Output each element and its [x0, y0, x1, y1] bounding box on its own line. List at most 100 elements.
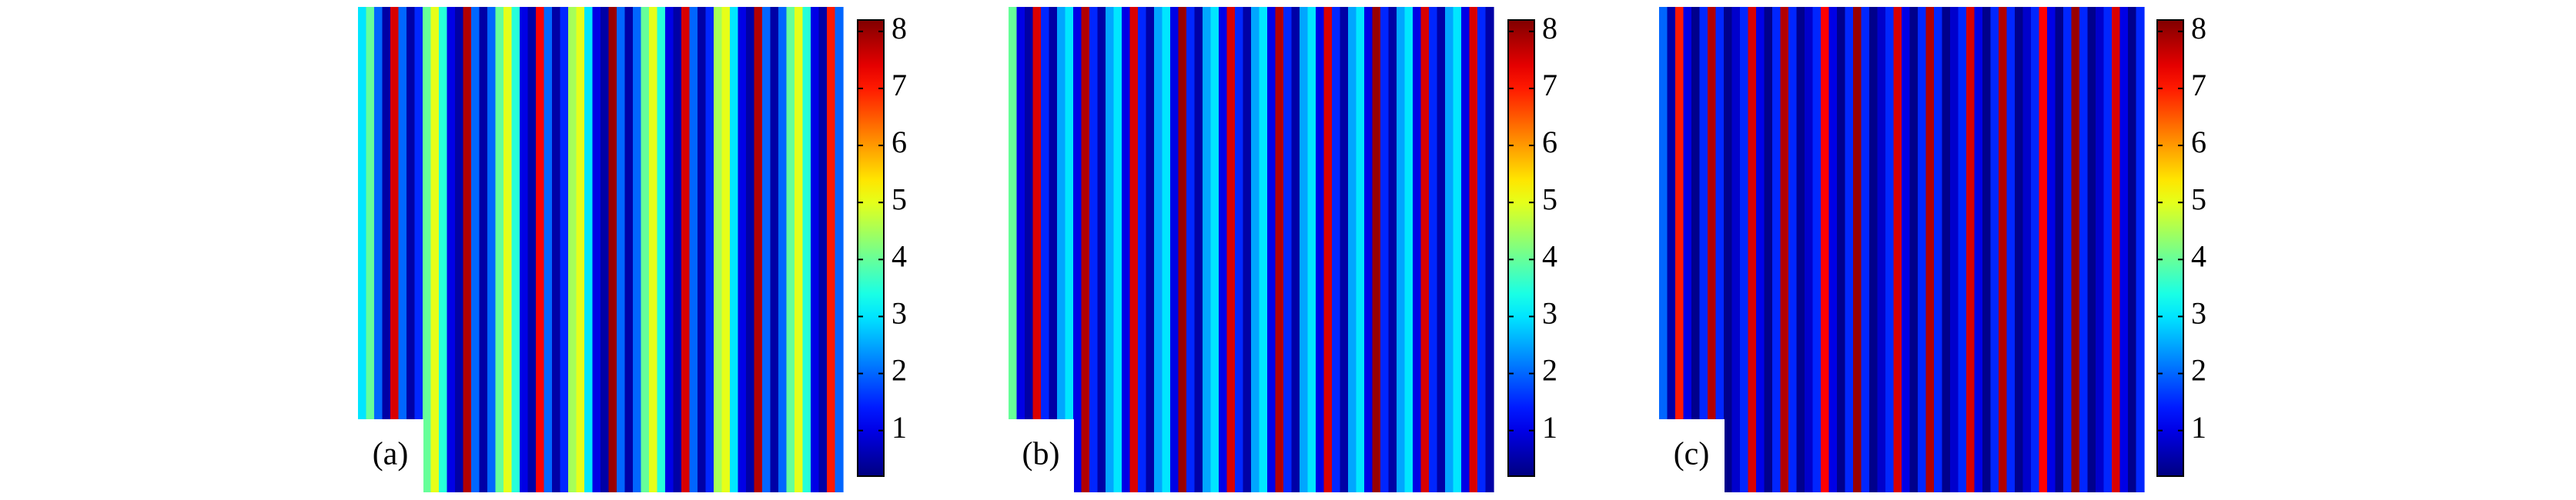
heatmap-column	[1828, 7, 1838, 492]
heatmap-column	[2096, 7, 2105, 492]
heatmap-column	[657, 7, 666, 492]
colorbar-tick-label: 2	[1542, 353, 1557, 388]
heatmap-column	[1380, 7, 1390, 492]
heatmap-column	[601, 7, 610, 492]
colorbar-tick-label: 8	[892, 11, 907, 45]
heatmap-column	[366, 7, 375, 492]
heatmap-column	[1332, 7, 1341, 492]
heatmap-column	[1772, 7, 1781, 492]
panel-label: (c)	[1674, 437, 1710, 472]
heatmap-column	[1316, 7, 1325, 492]
heatmap-column	[1780, 7, 1789, 492]
heatmap-column	[406, 7, 416, 492]
heatmap-column	[681, 7, 691, 492]
heatmap-column	[1203, 7, 1212, 492]
label-box	[358, 419, 423, 492]
heatmap-column	[818, 7, 828, 492]
colorbar-tick-label: 6	[1542, 125, 1557, 159]
heatmap-column	[673, 7, 682, 492]
heatmap-column	[738, 7, 747, 492]
heatmap-column	[2006, 7, 2016, 492]
panel: (a) 1 2 3 4 5 6 7 8	[358, 7, 907, 492]
heatmap-column	[1942, 7, 1951, 492]
heatmap-column	[1853, 7, 1862, 492]
heatmap-column	[1267, 7, 1276, 492]
heatmap-column	[1364, 7, 1373, 492]
heatmap-column	[1348, 7, 1357, 492]
heatmap-column	[1113, 7, 1122, 492]
heatmap-column	[795, 7, 804, 492]
heatmap-column	[608, 7, 617, 492]
heatmap-column	[1990, 7, 1999, 492]
heatmap-column	[544, 7, 553, 492]
heatmap-column	[1877, 7, 1886, 492]
colorbar	[2156, 19, 2184, 477]
colorbar-tick-label: 4	[892, 238, 907, 273]
heatmap-column	[520, 7, 529, 492]
heatmap-column	[1081, 7, 1090, 492]
heatmap-column	[746, 7, 755, 492]
heatmap-column	[1404, 7, 1413, 492]
heatmap-column	[536, 7, 545, 492]
heatmap-column	[2039, 7, 2048, 492]
heatmap-column	[721, 7, 731, 492]
colorbar	[857, 19, 885, 477]
heatmap-column	[1837, 7, 1846, 492]
heatmap-column	[1307, 7, 1316, 492]
heatmap-column	[1235, 7, 1244, 492]
heatmap-column	[568, 7, 577, 492]
heatmap-column	[1146, 7, 1155, 492]
heatmap-column	[802, 7, 811, 492]
colorbar-tick-label: 7	[1542, 68, 1557, 102]
heatmap-column	[1106, 7, 1115, 492]
heatmap-column	[1122, 7, 1131, 492]
colorbar-tick-label: 8	[2191, 11, 2206, 45]
heatmap-column	[1708, 7, 1717, 492]
heatmap-column	[1925, 7, 1935, 492]
heatmap-column	[1065, 7, 1074, 492]
colorbar-tick-label: 6	[892, 125, 907, 159]
heatmap-column	[511, 7, 520, 492]
heatmap-column	[1805, 7, 1814, 492]
heatmap-column	[1372, 7, 1381, 492]
colorbar-tick-label: 3	[892, 296, 907, 331]
heatmap-column	[1715, 7, 1725, 492]
colorbar-tick-label: 8	[1542, 11, 1557, 45]
heatmap-column	[1893, 7, 1902, 492]
heatmap-column	[778, 7, 788, 492]
heatmap-column	[1283, 7, 1293, 492]
colorbar-tick-label: 4	[2191, 238, 2206, 273]
heatmap-column	[1089, 7, 1099, 492]
heatmap-column	[1764, 7, 1773, 492]
heatmap-column	[1016, 7, 1025, 492]
heatmap-column	[1397, 7, 1406, 492]
heatmap-column	[1885, 7, 1895, 492]
heatmap-column	[705, 7, 714, 492]
heatmap-column	[2112, 7, 2121, 492]
colorbar-tick-label: 1	[1542, 410, 1557, 445]
heatmap-column	[487, 7, 497, 492]
colorbar-tick-label: 1	[2191, 410, 2206, 445]
heatmap-column	[2136, 7, 2145, 492]
heatmap-column	[1049, 7, 1058, 492]
heatmap-column	[390, 7, 400, 492]
heatmap-column	[414, 7, 423, 492]
heatmap-column	[1461, 7, 1470, 492]
heatmap-column	[471, 7, 480, 492]
heatmap-column	[1219, 7, 1228, 492]
heatmap-column	[1699, 7, 1708, 492]
heatmap-column	[762, 7, 771, 492]
heatmap-column	[1950, 7, 1959, 492]
heatmap-column	[1861, 7, 1870, 492]
heatmap-column	[1756, 7, 1765, 492]
colorbar-tick-label: 7	[2191, 68, 2206, 102]
heatmap-column	[1485, 7, 1494, 492]
colorbar-tick-label: 4	[1542, 238, 1557, 273]
heatmap-column	[1340, 7, 1349, 492]
heatmap-column	[2128, 7, 2137, 492]
heatmap-column	[1025, 7, 1034, 492]
heatmap-column	[835, 7, 844, 492]
heatmap-column	[1667, 7, 1676, 492]
heatmap-column	[1243, 7, 1252, 492]
heatmap-column	[2087, 7, 2096, 492]
